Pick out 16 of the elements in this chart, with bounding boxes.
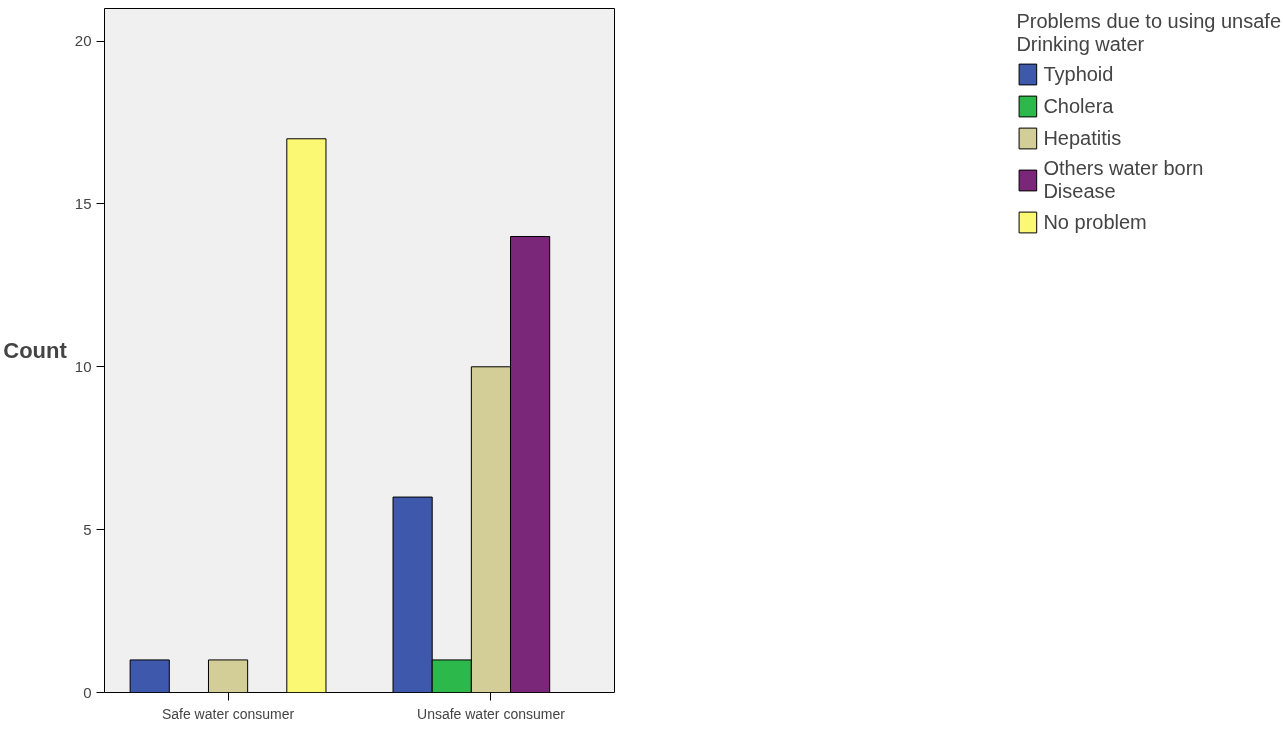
y-tick-label: 20: [74, 32, 92, 50]
y-tick-label: 10: [74, 357, 92, 375]
y-tick-label: 5: [83, 520, 92, 538]
legend-label: Hepatitis: [1043, 126, 1122, 150]
legend-label: Typhoid: [1043, 62, 1114, 86]
y-tick-label: 15: [74, 194, 92, 212]
x-tick-label: Safe water consumer: [161, 705, 295, 722]
bar: [129, 659, 170, 693]
y-tick-label: 0: [83, 683, 92, 701]
legend-title: Problems due to using unsafe Drinking water: [1016, 10, 1281, 56]
x-tick-label: Unsafe water consumer: [417, 705, 566, 722]
y-axis-title: Count: [3, 338, 68, 363]
legend-label: Others water born Disease: [1043, 157, 1204, 203]
bar: [286, 138, 327, 693]
legend-label: Cholera: [1043, 94, 1114, 118]
legend-label: No problem: [1043, 210, 1147, 234]
